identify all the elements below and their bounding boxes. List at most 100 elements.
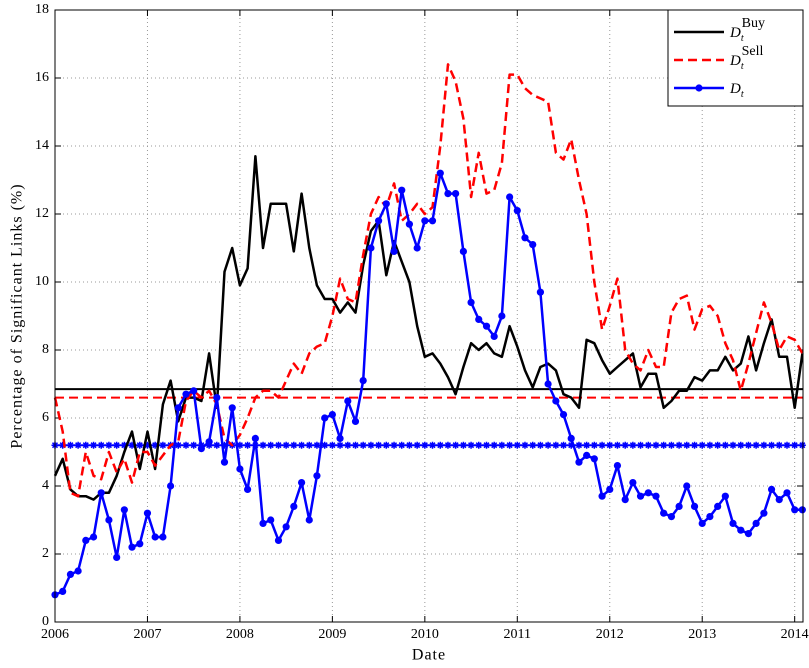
legend-label: Dt [729,81,744,100]
point [267,516,275,524]
point [559,411,568,419]
reference-marker [413,441,421,449]
point [351,417,360,425]
reference-marker [382,441,390,449]
reference-marker [783,441,791,449]
point [66,570,75,579]
reference-marker [536,441,544,449]
reference-marker [729,441,737,449]
reference-marker [613,441,621,449]
reference-marker [97,441,105,449]
legend-subscript: t [741,33,744,44]
reference-marker [66,441,74,449]
reference-marker [459,441,467,449]
point [105,516,113,524]
reference-marker [583,441,591,449]
reference-marker [721,441,729,449]
reference-marker [298,441,306,449]
point [182,390,190,398]
point [251,434,259,442]
reference-marker [398,441,406,449]
point [359,377,367,385]
point [744,530,753,538]
reference-marker [706,441,714,449]
reference-marker [467,441,475,449]
reference-marker [775,441,783,449]
legend-name: D [729,53,741,69]
reference-marker [760,441,768,449]
point [398,186,406,194]
reference-marker [606,441,614,449]
series-line [53,63,804,498]
reference-marker [621,441,629,449]
point [613,462,622,470]
reference-marker [351,441,359,449]
reference-marker [791,441,799,449]
reference-marker [798,441,806,449]
point [97,489,105,497]
reference-marker [444,441,452,449]
point [297,479,306,487]
reference-marker [644,441,652,449]
reference-marker [737,441,745,449]
point [667,513,676,521]
point [243,485,252,493]
point [459,247,467,255]
point [405,220,413,228]
point [113,553,121,562]
reference-marker [143,441,151,449]
point [436,169,444,177]
reference-marker [629,441,637,449]
point [775,496,783,504]
point [313,472,321,480]
point [259,519,267,528]
reference-marker [552,441,560,449]
y-tick-label: 10 [35,274,49,289]
reference-marker [544,441,552,449]
point [159,533,167,541]
y-tick-label: 2 [42,546,49,561]
reference-marker [190,441,198,449]
reference-marker [282,441,290,449]
legend-marker [695,84,703,92]
reference-marker [768,441,776,449]
reference-marker [452,441,460,449]
point [344,397,352,405]
point [467,298,475,306]
reference-marker [506,441,514,449]
point [236,465,244,473]
point [59,587,67,596]
x-axis-label: Date [412,647,446,664]
legend-name: D [729,25,741,41]
point [737,526,745,534]
point [690,502,699,510]
reference-marker [529,441,537,449]
point [660,509,668,517]
point [706,513,714,521]
reference-marker [113,441,121,449]
point [521,234,529,242]
y-tick-label: 8 [42,342,49,357]
point [382,200,390,208]
reference-marker [598,441,606,449]
reference-marker [159,441,167,449]
reference-marker [120,441,128,449]
reference-marker [513,441,521,449]
reference-marker [567,441,575,449]
reference-marker [498,441,506,449]
reference-marker [483,441,491,449]
reference-marker [344,441,352,449]
legend-superscript: Sell [742,44,764,59]
point [714,502,722,510]
reference-marker [151,441,159,449]
y-tick-label: 6 [42,410,49,425]
reference-marker [213,441,221,449]
reference-marker [267,441,275,449]
point [606,485,614,493]
legend-subscript: t [741,89,744,100]
reference-marker [74,441,82,449]
point [621,496,629,504]
x-tick-label: 2007 [133,627,161,642]
reference-marker [714,441,722,449]
